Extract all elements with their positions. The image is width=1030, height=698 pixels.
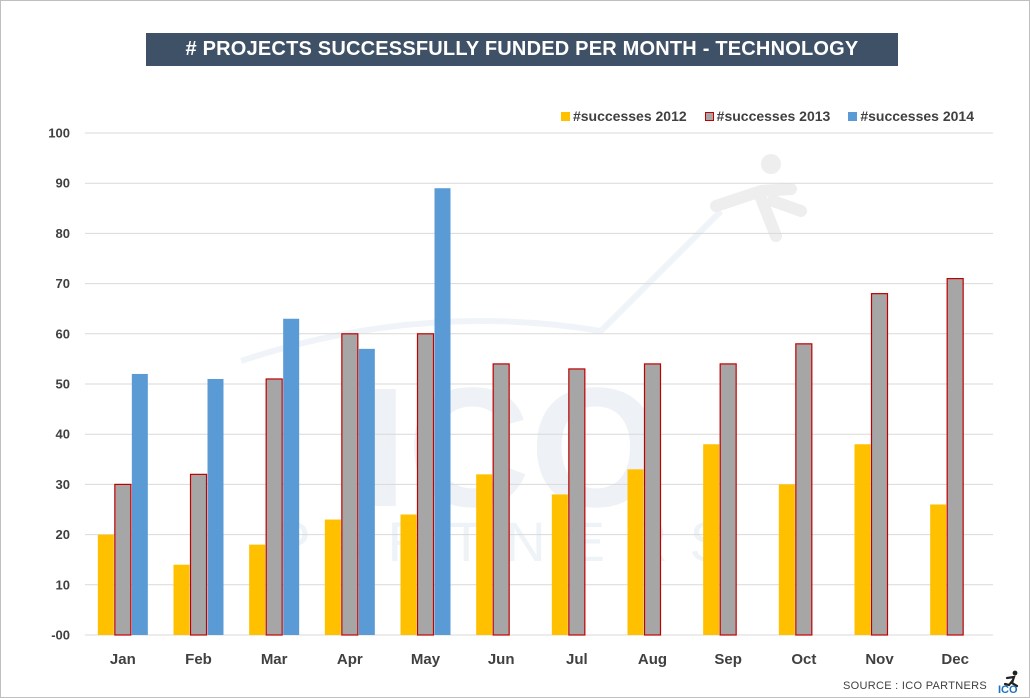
legend-swatch — [704, 111, 714, 121]
bar-successes-2012-mar — [249, 544, 266, 635]
x-category-label: Apr — [337, 651, 363, 668]
gridlines — [85, 132, 993, 636]
bar-successes-2012-jul — [551, 494, 568, 635]
bar-successes-2013-aug — [643, 363, 662, 636]
watermark-runner-head — [761, 154, 781, 174]
y-tick-label: 20 — [56, 527, 70, 542]
watermark-runner-body — [710, 183, 807, 242]
bar-successes-2012-sep — [703, 444, 720, 635]
bar-successes-2013-sep — [719, 363, 737, 636]
y-axis: -00 10 20 30 40 50 60 70 80 90 100 — [48, 126, 70, 643]
bar-successes-2013-feb — [189, 473, 208, 636]
legend-swatch — [848, 111, 858, 121]
legend-swatch — [560, 111, 570, 121]
legend-item: #successes 2014 — [848, 108, 974, 124]
x-category-label: Nov — [865, 651, 894, 668]
y-tick-label: 40 — [56, 427, 70, 442]
legend-label: #successes 2012 — [572, 108, 687, 124]
bar-successes-2012-may — [400, 514, 417, 635]
x-category-label: Jan — [110, 651, 136, 668]
bar-successes-2012-feb — [173, 564, 190, 635]
bar-successes-2013-nov — [870, 293, 889, 636]
y-tick-label: 90 — [56, 176, 70, 191]
watermark-text-ico: ICO — [360, 353, 662, 543]
x-category-label: Jun — [488, 651, 515, 668]
x-category-label: Jul — [566, 651, 588, 668]
x-category-label: Oct — [791, 651, 816, 668]
x-axis: Jan Feb Mar Apr May Jun Jul Aug Sep Oct Nov Dec — [110, 651, 969, 668]
bar-successes-2012-nov — [854, 444, 871, 635]
source-note: SOURCE : ICO PARTNERS — [842, 680, 987, 692]
bar-successes-2014-apr — [358, 348, 375, 635]
x-category-label: May — [411, 651, 441, 668]
y-tick-label: 70 — [56, 276, 70, 291]
bars — [97, 188, 964, 636]
bar-successes-2013-jun — [492, 363, 510, 636]
bar-successes-2013-oct — [795, 343, 813, 636]
bar-successes-2013-apr — [341, 333, 359, 636]
bar-successes-2012-oct — [778, 484, 795, 635]
bar-successes-2012-jun — [476, 474, 493, 635]
watermark-swoosh — [240, 208, 724, 364]
legend-item: #successes 2012 — [560, 108, 687, 124]
bar-successes-2013-jul — [568, 368, 586, 636]
x-category-label: Aug — [638, 651, 667, 668]
y-tick-label: 50 — [56, 377, 70, 392]
bar-successes-2013-may — [416, 333, 435, 636]
bar-successes-2012-dec — [930, 504, 947, 635]
bar-successes-2014-jan — [131, 373, 148, 635]
legend-label: #successes 2014 — [860, 108, 974, 124]
bar-successes-2012-aug — [627, 469, 644, 635]
y-tick-label: 30 — [56, 477, 70, 492]
legend-item: #successes 2013 — [704, 108, 831, 124]
x-category-label: Sep — [714, 651, 742, 668]
legend: #successes 2012 #successes 2013 #successes… — [560, 108, 974, 124]
legend-label: #successes 2013 — [716, 108, 831, 124]
bar-successes-2014-feb — [207, 378, 224, 635]
y-tick-label: -00 — [51, 628, 70, 643]
logo-text: ICO — [998, 684, 1018, 694]
y-tick-label: 10 — [56, 577, 70, 592]
bar-successes-2014-may — [434, 188, 451, 635]
bar-successes-2013-mar — [265, 378, 283, 636]
y-tick-label: 100 — [48, 126, 70, 141]
bar-successes-2013-dec — [946, 277, 964, 636]
ico-logo-icon: ICO — [998, 670, 1019, 694]
bar-successes-2013-jan — [114, 483, 132, 636]
y-tick-label: 80 — [56, 226, 70, 241]
bar-successes-2012-apr — [324, 519, 341, 635]
x-category-label: Feb — [185, 651, 212, 668]
x-category-label: Dec — [941, 651, 969, 668]
bar-successes-2012-jan — [97, 534, 114, 635]
bar-successes-2014-mar — [283, 318, 300, 635]
y-tick-label: 60 — [56, 326, 70, 341]
x-category-label: Mar — [261, 651, 288, 668]
chart-title: # PROJECTS SUCCESSFULLY FUNDED PER MONTH… — [146, 33, 898, 93]
